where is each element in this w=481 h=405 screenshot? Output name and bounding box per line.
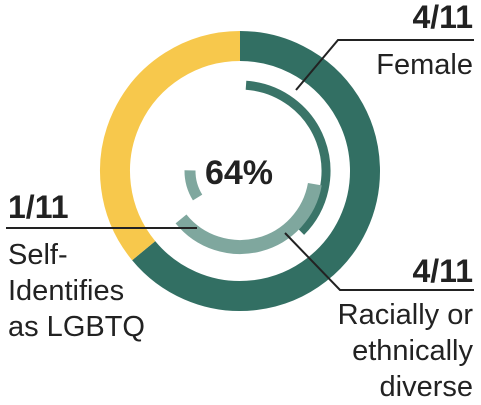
lgbtq-label-line-1: Self-	[8, 239, 68, 271]
outer-ring-remainder-segment	[100, 31, 241, 261]
ring-diverse	[175, 182, 322, 254]
ring-female	[245, 80, 331, 235]
diverse-label-line-3: diverse	[380, 371, 474, 403]
lgbtq-label-line-2: Identifies	[8, 275, 124, 307]
lgbtq-fraction: 1/11	[8, 189, 69, 225]
leader-line-diverse	[284, 232, 474, 291]
ring-lgbtq	[184, 170, 203, 201]
leader-lines	[6, 39, 474, 291]
diverse-label-line-2: ethnically	[352, 335, 473, 367]
diverse-label-line-1: Racially or	[338, 299, 474, 331]
center-percentage: 64%	[205, 154, 273, 192]
leader-line-female	[295, 39, 474, 91]
female-label: Female	[376, 49, 473, 81]
female-fraction: 4/11	[412, 0, 473, 35]
diverse-fraction: 4/11	[412, 253, 473, 289]
lgbtq-label-line-3: as LGBTQ	[8, 311, 145, 343]
